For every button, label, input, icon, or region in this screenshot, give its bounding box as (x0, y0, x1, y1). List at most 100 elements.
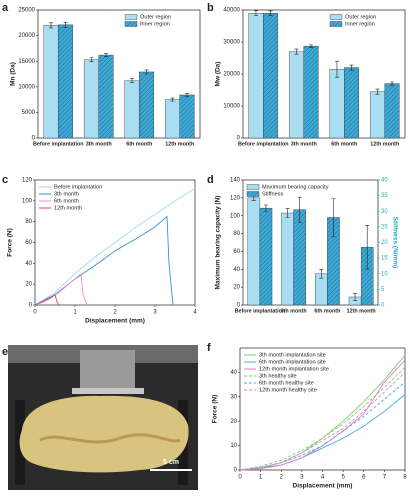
bar (263, 12, 279, 139)
bar (164, 99, 180, 139)
line-series (239, 367, 406, 471)
error-bar (294, 48, 299, 55)
x-tick-label: 6th month (331, 141, 357, 147)
x-tick-label: 2 (113, 310, 117, 316)
x-tick-label: 3 (153, 310, 157, 316)
panel-label: e (2, 346, 8, 358)
bar (98, 54, 114, 139)
y-tick-label: 20 (233, 285, 240, 291)
legend-label: Stiffness (262, 191, 284, 197)
error-bar (253, 10, 258, 17)
bar (248, 12, 264, 139)
x-tick-label: Before implantation (235, 308, 286, 314)
bar (384, 83, 400, 139)
line-series (239, 394, 406, 471)
legend-label: Inner region (345, 21, 375, 27)
bar (179, 94, 195, 139)
bar (139, 71, 155, 139)
error-bar (353, 293, 358, 301)
y2-tick-label: 0 (381, 303, 385, 309)
error-bar (89, 57, 94, 63)
legend-label: 6th month (54, 198, 79, 204)
y-tick-label: 80 (25, 219, 32, 225)
x-tick-label: 3 (300, 475, 304, 481)
x-tick-label: 2 (280, 475, 284, 481)
y-tick-label: 0 (29, 303, 33, 309)
legend-label: 6th month healthy site (259, 380, 314, 386)
line-series (34, 293, 60, 306)
y-axis-label: Maximum bearing capacity (N) (215, 196, 222, 290)
panel-label: c (2, 174, 8, 186)
error-bar (285, 208, 290, 218)
y-tick-label: 20000 (18, 33, 35, 39)
y-tick-label: 20 (230, 419, 237, 425)
y-tick-label: 40 (230, 370, 237, 376)
chart-panel: d 0 20 40 60 80 100 120 140 0 5 10 15 20 25 30 35 40 Maxim… (207, 174, 398, 315)
y2-axis-label: Stiffness (N/mm) (391, 217, 398, 269)
x-tick-label: 3th month (291, 141, 317, 147)
x-tick-label: 12th month (165, 141, 194, 147)
legend-swatch (246, 184, 260, 190)
photo-plunger (80, 350, 135, 390)
photo-panel: 5 cm e (2, 345, 198, 490)
x-axis-label: Displacement (mm) (85, 318, 145, 325)
error-bar (297, 196, 302, 223)
y-axis-label: Force (N) (212, 395, 219, 424)
legend-swatch (329, 14, 343, 20)
error-bar (319, 268, 324, 279)
y-tick-label: 0 (237, 303, 241, 309)
y2-tick-label: 35 (381, 193, 388, 199)
y-tick-label: 0 (32, 136, 36, 142)
x-tick-label: 1 (259, 475, 263, 481)
error-bar (263, 204, 268, 212)
x-tick-label: 3th month (86, 141, 112, 147)
error-bar (349, 64, 354, 71)
legend-label: Inner region (140, 21, 170, 27)
y-tick-label: 10000 (18, 84, 35, 90)
y-tick-label: 15000 (18, 59, 35, 65)
y-tick-label: 10000 (223, 104, 240, 110)
x-tick-label: 6th month (314, 308, 340, 314)
bar (259, 207, 273, 306)
legend-label: 12th month healthy site (259, 387, 317, 393)
error-bar (170, 97, 175, 102)
y-tick-label: 25000 (18, 8, 35, 14)
x-tick-label: 4 (321, 475, 325, 481)
legend-label: Outer region (140, 14, 171, 20)
error-bar (331, 198, 336, 237)
panel-label: f (207, 342, 211, 354)
x-tick-label: Before implantation (33, 141, 84, 147)
x-axis-label: Displacement (mm) (293, 483, 353, 490)
x-tick-label: 1 (73, 310, 77, 316)
error-bar (375, 88, 380, 95)
legend-label: 6th month implantation site (259, 359, 326, 365)
x-tick-label: 0 (238, 475, 242, 481)
error-bar (48, 22, 53, 29)
y2-tick-label: 20 (381, 240, 388, 246)
y-tick-label: 60 (25, 240, 32, 246)
error-bar (63, 21, 68, 28)
x-tick-label: 5 (341, 475, 345, 481)
x-tick-label: 7 (383, 475, 387, 481)
y2-tick-label: 30 (381, 209, 388, 215)
bar (43, 25, 59, 139)
photo-plate (72, 388, 144, 394)
legend-label: 12th month implantation site (259, 366, 329, 372)
y-tick-label: 60 (233, 249, 240, 255)
photo-specimen (19, 395, 189, 473)
bar (369, 91, 385, 139)
y2-tick-label: 40 (381, 178, 388, 184)
error-bar (129, 78, 134, 84)
bar (329, 68, 345, 139)
y-tick-label: 30 (230, 394, 237, 400)
error-bar (390, 81, 395, 86)
x-tick-label: 6th month (126, 141, 152, 147)
chart-panel: f 0 10 20 30 40 Force (N) Displacement (mm) 0 1 2 3… (207, 342, 407, 490)
y-tick-label: 100 (230, 213, 241, 219)
photo-specimen-texture (39, 433, 181, 444)
legend-swatch (124, 21, 138, 27)
y-tick-label: 140 (230, 178, 241, 184)
error-bar (104, 53, 109, 57)
legend-label: 3th healthy site (259, 373, 297, 379)
bar (288, 51, 304, 139)
